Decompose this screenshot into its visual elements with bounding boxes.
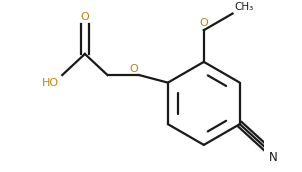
Text: CH₃: CH₃: [234, 2, 253, 12]
Text: HO: HO: [42, 78, 59, 88]
Text: N: N: [269, 151, 278, 164]
Text: O: O: [199, 18, 208, 28]
Text: O: O: [129, 64, 138, 74]
Text: O: O: [81, 12, 89, 22]
